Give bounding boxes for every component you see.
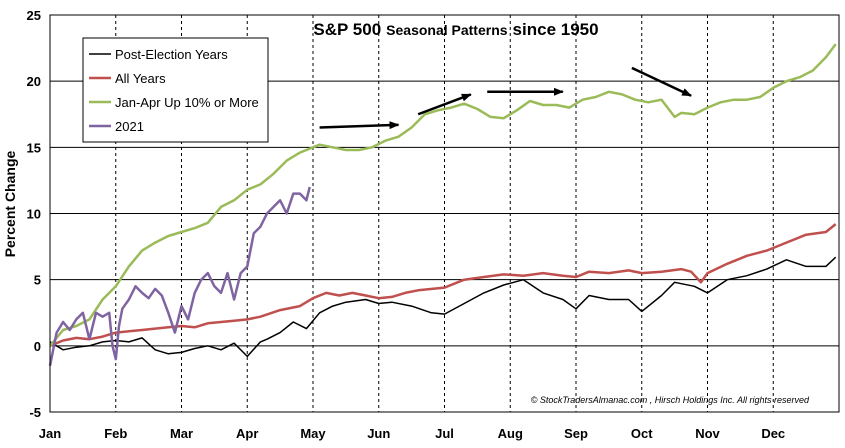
- y-tick-label: -5: [29, 405, 41, 420]
- y-axis-label: Percent Change: [2, 150, 18, 257]
- y-tick-label: 20: [27, 74, 41, 89]
- title-main: S&P 500: [313, 20, 381, 39]
- y-axis-ticks: 25 20 15 10 5 0 -5: [27, 8, 41, 420]
- plot-frame: [49, 14, 840, 413]
- x-tick-label: Jan: [39, 426, 61, 441]
- series-line-1: [49, 256, 837, 358]
- legend: Post-Election Years All Years Jan-Apr Up 1…: [82, 37, 269, 143]
- series-line-4: [48, 186, 311, 366]
- y-tick-label: 15: [27, 140, 41, 155]
- legend-box: [82, 37, 269, 143]
- annotation-arrows: [319, 66, 692, 130]
- trend-arrow: [319, 121, 400, 130]
- trend-arrow: [631, 66, 692, 97]
- x-tick-label: Jun: [367, 426, 390, 441]
- series-line-3: [49, 43, 837, 347]
- title-mid: Seasonal Patterns: [386, 22, 508, 38]
- y-tick-label: 0: [34, 339, 41, 354]
- x-tick-label: Sep: [564, 426, 588, 441]
- x-tick-label: Mar: [170, 426, 193, 441]
- x-tick-label: Jul: [435, 426, 454, 441]
- x-tick-label: Dec: [761, 426, 785, 441]
- y-tick-label: 25: [27, 8, 41, 23]
- x-tick-label: Oct: [631, 426, 653, 441]
- legend-label: All Years: [115, 71, 166, 86]
- y-tick-label: 10: [27, 207, 41, 222]
- series-line-2: [49, 223, 837, 347]
- x-tick-label: Aug: [498, 426, 523, 441]
- x-tick-label: Nov: [695, 426, 720, 441]
- x-tick-label: Apr: [236, 426, 258, 441]
- chart-title: S&P 500 Seasonal Patterns since 1950: [313, 20, 598, 39]
- x-axis-ticks: Jan Feb Mar Apr May Jun Jul Aug Sep Oct Nov Dec: [39, 426, 785, 441]
- y-tick-label: 5: [34, 273, 41, 288]
- x-tick-label: May: [300, 426, 326, 441]
- legend-label: Jan-Apr Up 10% or More: [115, 95, 259, 110]
- series-lines: [48, 43, 837, 366]
- title-end: since 1950: [513, 20, 599, 39]
- legend-label: 2021: [115, 119, 144, 134]
- legend-label: Post-Election Years: [115, 47, 228, 62]
- trend-arrow: [417, 93, 472, 116]
- x-tick-label: Feb: [104, 426, 127, 441]
- copyright-credit: © StockTradersAlmanac.com , Hirsch Holdi…: [531, 395, 810, 405]
